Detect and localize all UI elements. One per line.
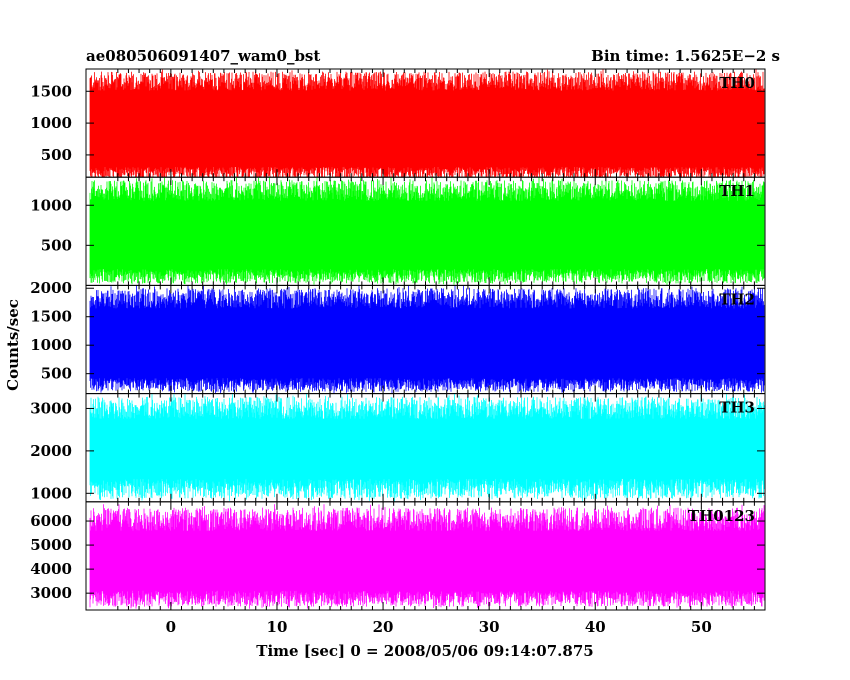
y-tick-label: 500 — [41, 236, 72, 254]
y-tick-label: 1000 — [30, 114, 72, 132]
y-tick-label: 1000 — [30, 484, 72, 502]
y-tick-label: 1500 — [30, 82, 72, 100]
y-tick-label: 1000 — [30, 336, 72, 354]
y-tick-label: 1000 — [30, 196, 72, 214]
x-axis-label: Time [sec] 0 = 2008/05/06 09:14:07.875 — [256, 642, 593, 660]
x-tick-label: 0 — [166, 618, 176, 636]
y-tick-label: 6000 — [30, 512, 72, 530]
panel-label-th3: TH3 — [719, 399, 755, 417]
chart-title: ae080506091407_wam0_bst — [86, 47, 320, 65]
series-band-th2 — [90, 308, 764, 377]
panel-label-th0: TH0 — [719, 74, 755, 92]
y-tick-label: 5000 — [30, 536, 72, 554]
x-tick-label: 20 — [373, 618, 394, 636]
y-tick-label: 4000 — [30, 560, 72, 578]
y-tick-label: 1500 — [30, 308, 72, 326]
y-tick-label: 500 — [41, 146, 72, 164]
panel-label-th2: TH2 — [719, 290, 755, 308]
x-tick-label: 50 — [691, 618, 712, 636]
chart-subtitle: Bin time: 1.5625E−2 s — [591, 47, 780, 65]
x-tick-label: 30 — [479, 618, 500, 636]
y-tick-label: 2000 — [30, 279, 72, 297]
x-tick-label: 10 — [267, 618, 288, 636]
series-band-th0123 — [90, 530, 764, 590]
series-band-th0 — [90, 90, 764, 165]
y-tick-label: 500 — [41, 365, 72, 383]
y-tick-label: 3000 — [30, 584, 72, 602]
series-band-th1 — [90, 200, 764, 268]
panel-label-th0123: TH0123 — [688, 507, 755, 525]
series-band-th3 — [90, 418, 764, 479]
panel-label-th1: TH1 — [719, 182, 755, 200]
y-tick-label: 2000 — [30, 442, 72, 460]
x-tick-label: 40 — [585, 618, 606, 636]
y-axis-label: Counts/sec — [4, 299, 22, 391]
y-tick-label: 3000 — [30, 399, 72, 417]
